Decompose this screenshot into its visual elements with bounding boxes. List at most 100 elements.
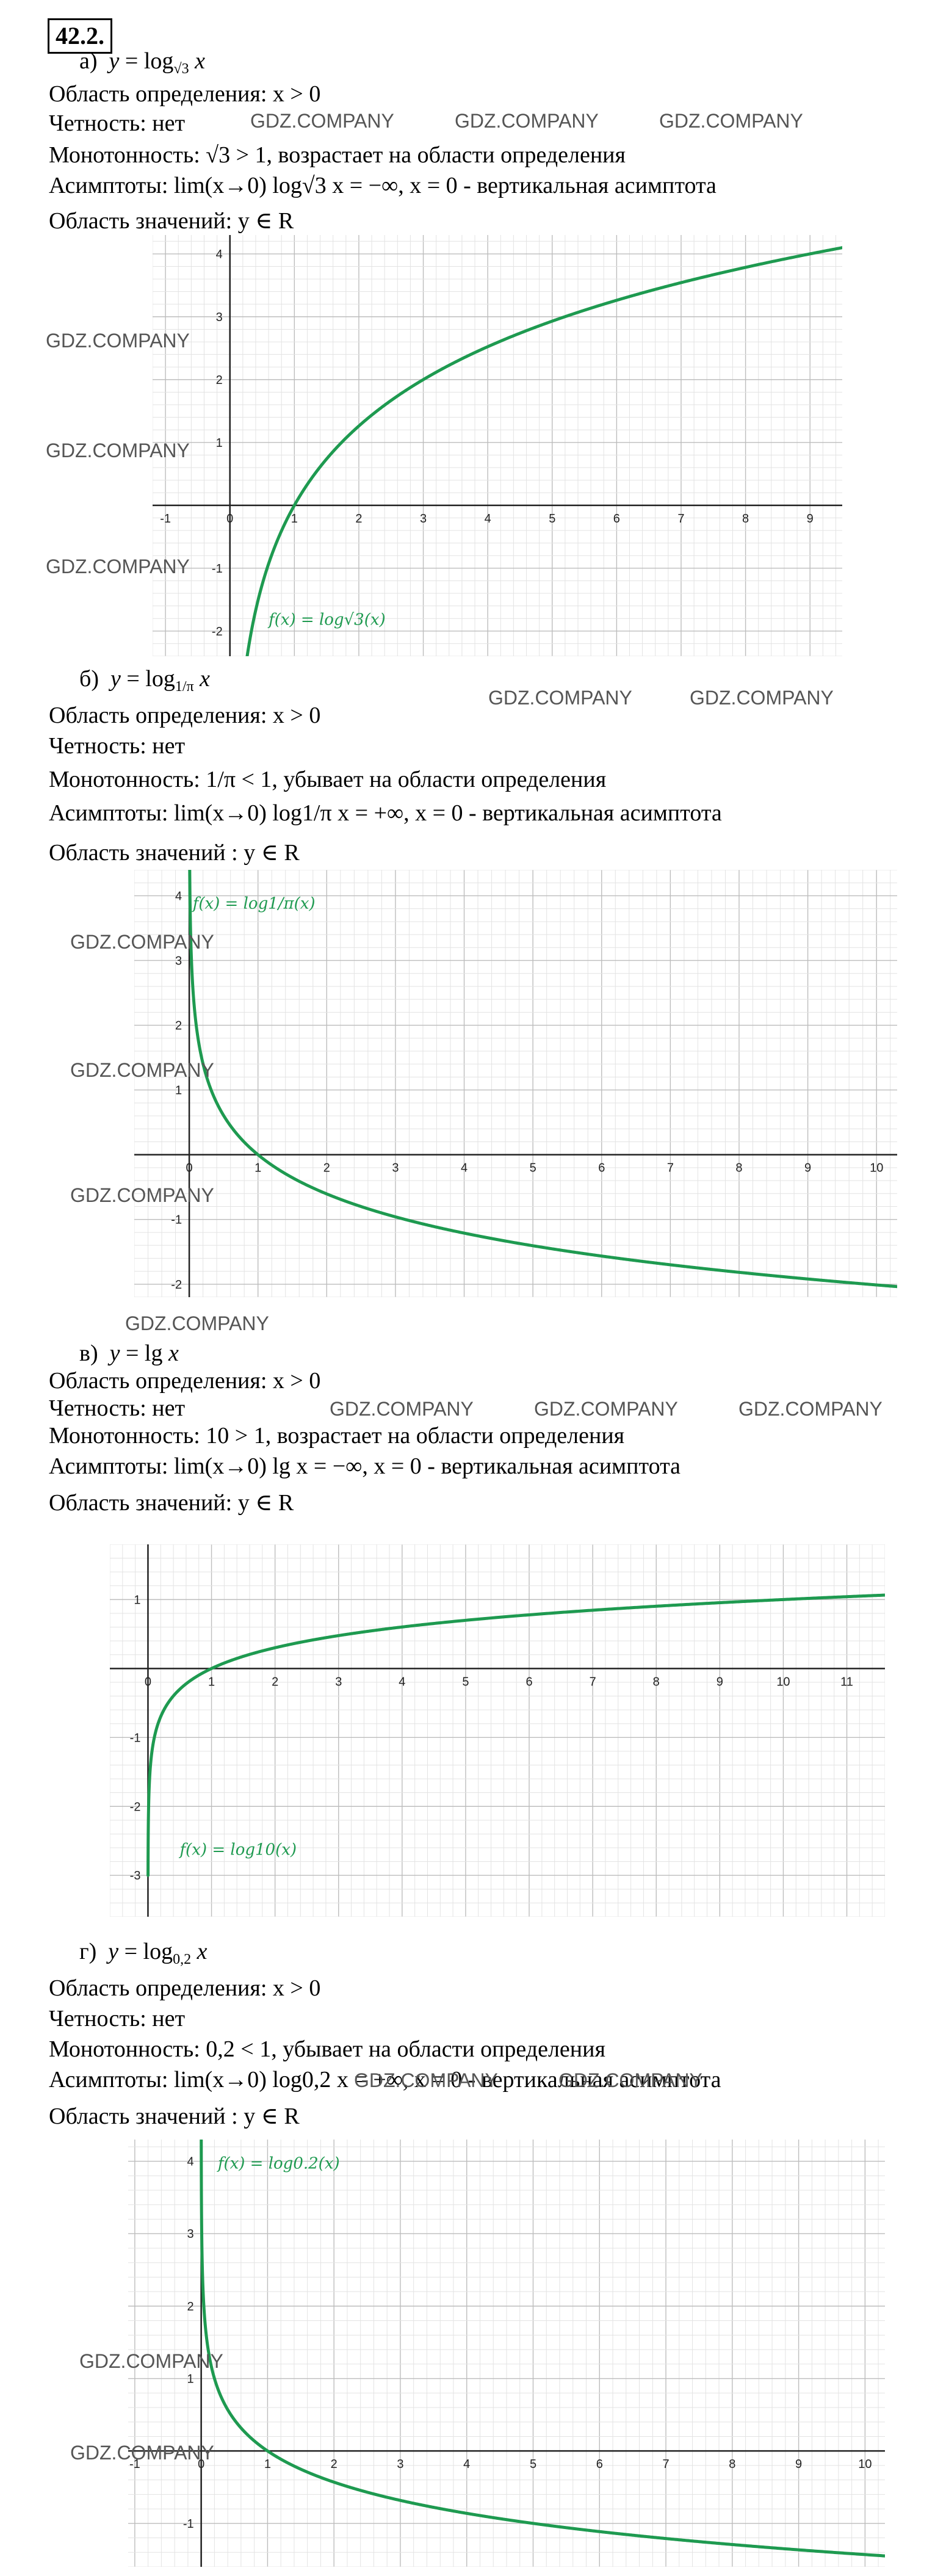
x-tick-label: 9 bbox=[795, 2458, 802, 2471]
watermark: GDZ.COMPANY bbox=[659, 110, 803, 132]
x-tick-label: 2 bbox=[331, 2458, 338, 2471]
x-tick-label: 1 bbox=[208, 1675, 215, 1688]
section-a-header: а) y = log√3 x bbox=[79, 48, 205, 77]
watermark: GDZ.COMPANY bbox=[330, 1398, 474, 1420]
x-tick-label: 5 bbox=[462, 1675, 469, 1688]
section-b-header: б) y = log1/π x bbox=[79, 666, 211, 695]
y-tick-label: -1 bbox=[212, 562, 223, 576]
x-tick-label: 1 bbox=[264, 2458, 271, 2471]
x-tick-label: 2 bbox=[323, 1162, 330, 1175]
watermark: GDZ.COMPANY bbox=[354, 2069, 498, 2091]
x-tick-label: 6 bbox=[598, 1162, 605, 1175]
y-tick-label: 4 bbox=[187, 2155, 194, 2169]
section-c-monotonicity: Монотонность: 10 > 1, возрастает на обла… bbox=[49, 1423, 625, 1449]
watermark: GDZ.COMPANY bbox=[455, 110, 599, 132]
x-tick-label: 11 bbox=[840, 1675, 853, 1688]
y-tick-label: 3 bbox=[187, 2227, 194, 2241]
function-legend: f(x) = log10(x) bbox=[179, 1840, 297, 1859]
x-tick-label: 0 bbox=[198, 2458, 204, 2471]
y-tick-label: 4 bbox=[175, 889, 182, 903]
watermark: GDZ.COMPANY bbox=[738, 1398, 883, 1420]
x-tick-label: 2 bbox=[355, 512, 362, 526]
section-b-asymptote: Асимптоты: lim(x→0) log1/π x = +∞, x = 0… bbox=[49, 800, 722, 826]
x-tick-label: 10 bbox=[776, 1675, 790, 1688]
function-curve bbox=[188, 870, 897, 1289]
y-tick-label: 1 bbox=[134, 1593, 140, 1607]
section-c-domain: Область определения: x > 0 bbox=[49, 1368, 321, 1394]
x-tick-label: 10 bbox=[858, 2458, 872, 2471]
y-tick-label: 3 bbox=[175, 954, 182, 968]
x-tick-label: 5 bbox=[530, 1162, 536, 1175]
watermark: GDZ.COMPANY bbox=[250, 110, 394, 132]
function-curve bbox=[245, 246, 842, 656]
graph-c: 0 1 2 3 4 5 6 7 8 9 10 11 -3 -2 -1 1 f(x) = log10(x) bbox=[110, 1544, 885, 1917]
watermark: GDZ.COMPANY bbox=[70, 1059, 214, 1081]
y-tick-label: -2 bbox=[212, 625, 223, 639]
y-tick-label: 3 bbox=[216, 311, 223, 324]
watermark: GDZ.COMPANY bbox=[46, 440, 190, 461]
x-tick-label: 1 bbox=[291, 512, 298, 526]
section-b-range: Область значений : y ∈ R bbox=[49, 840, 300, 866]
watermark: GDZ.COMPANY bbox=[70, 1184, 214, 1206]
watermark: GDZ.COMPANY bbox=[70, 2442, 214, 2464]
x-tick-label: 9 bbox=[804, 1162, 811, 1175]
y-tick-label: 4 bbox=[216, 248, 223, 261]
watermark: GDZ.COMPANY bbox=[488, 687, 632, 709]
section-d-parity: Четность: нет bbox=[49, 2006, 186, 2031]
y-tick-label: 1 bbox=[175, 1084, 182, 1098]
function-curve bbox=[200, 2140, 885, 2558]
section-a-asymptote: Асимптоты: lim(x→0) log√3 x = −∞, x = 0 … bbox=[49, 173, 717, 198]
y-tick-label: 1 bbox=[187, 2373, 194, 2386]
section-c-parity: Четность: нет bbox=[49, 1395, 186, 1421]
graph-a: -1 0 1 2 3 4 5 6 7 8 9 -2 -1 1 2 3 4 f(x) = log√3(x) bbox=[153, 235, 842, 656]
x-tick-label: 3 bbox=[335, 1675, 342, 1688]
x-tick-label: 9 bbox=[807, 512, 814, 526]
x-tick-label: 8 bbox=[653, 1675, 660, 1688]
x-tick-label: -1 bbox=[129, 2458, 140, 2471]
problem-number: 42.2. bbox=[48, 18, 112, 54]
section-c-asymptote: Асимптоты: lim(x→0) lg x = −∞, x = 0 - в… bbox=[49, 1453, 681, 1479]
watermark: GDZ.COMPANY bbox=[70, 931, 214, 953]
y-tick-label: 2 bbox=[216, 374, 223, 387]
section-a-monotonicity: Монотонность: √3 > 1, возрастает на обла… bbox=[49, 142, 626, 168]
x-tick-label: -1 bbox=[160, 512, 171, 526]
graph-d: -1 0 1 2 3 4 5 6 7 8 9 10 -1 1 2 3 4 f(x) = log0.2(x) bbox=[128, 2140, 885, 2567]
x-tick-label: 0 bbox=[145, 1675, 151, 1688]
function-legend: f(x) = log√3(x) bbox=[267, 611, 386, 629]
x-tick-label: 2 bbox=[272, 1675, 278, 1688]
x-tick-label: 4 bbox=[461, 1162, 468, 1175]
x-tick-label: 7 bbox=[667, 1162, 674, 1175]
x-tick-label: 4 bbox=[485, 512, 491, 526]
section-d-monotonicity: Монотонность: 0,2 < 1, убывает на област… bbox=[49, 2036, 605, 2062]
y-tick-label: 1 bbox=[216, 436, 223, 450]
y-tick-label: -2 bbox=[130, 1800, 141, 1814]
function-curve bbox=[146, 1593, 885, 1877]
function-legend: f(x) = log1/π(x) bbox=[192, 895, 316, 913]
x-tick-label: 8 bbox=[735, 1162, 742, 1175]
x-tick-label: 5 bbox=[530, 2458, 536, 2471]
x-tick-label: 6 bbox=[613, 512, 620, 526]
y-tick-label: -3 bbox=[130, 1869, 141, 1883]
section-d-header: г) y = log0,2 x bbox=[79, 1939, 208, 1967]
x-tick-label: 4 bbox=[463, 2458, 470, 2471]
x-tick-label: 3 bbox=[392, 1162, 399, 1175]
x-tick-label: 6 bbox=[596, 2458, 603, 2471]
watermark: GDZ.COMPANY bbox=[690, 687, 834, 709]
x-tick-label: 8 bbox=[729, 2458, 735, 2471]
y-tick-label: 2 bbox=[187, 2300, 194, 2314]
watermark: GDZ.COMPANY bbox=[558, 2069, 702, 2091]
section-b-domain: Область определения: x > 0 bbox=[49, 703, 321, 728]
x-tick-label: 3 bbox=[397, 2458, 403, 2471]
y-tick-label: 2 bbox=[175, 1019, 182, 1033]
y-tick-label: -1 bbox=[130, 1731, 141, 1745]
section-a-parity: Четность: нет bbox=[49, 110, 186, 136]
function-legend: f(x) = log0.2(x) bbox=[217, 2154, 340, 2173]
x-tick-label: 8 bbox=[742, 512, 749, 526]
section-c-range: Область значений: y ∈ R bbox=[49, 1490, 294, 1516]
x-tick-label: 10 bbox=[870, 1162, 883, 1175]
section-b-monotonicity: Монотонность: 1/π < 1, убывает на област… bbox=[49, 767, 607, 792]
y-tick-label: -1 bbox=[183, 2517, 194, 2531]
watermark: GDZ.COMPANY bbox=[46, 555, 190, 577]
y-tick-label: -2 bbox=[171, 1278, 182, 1292]
x-tick-label: 0 bbox=[186, 1162, 193, 1175]
